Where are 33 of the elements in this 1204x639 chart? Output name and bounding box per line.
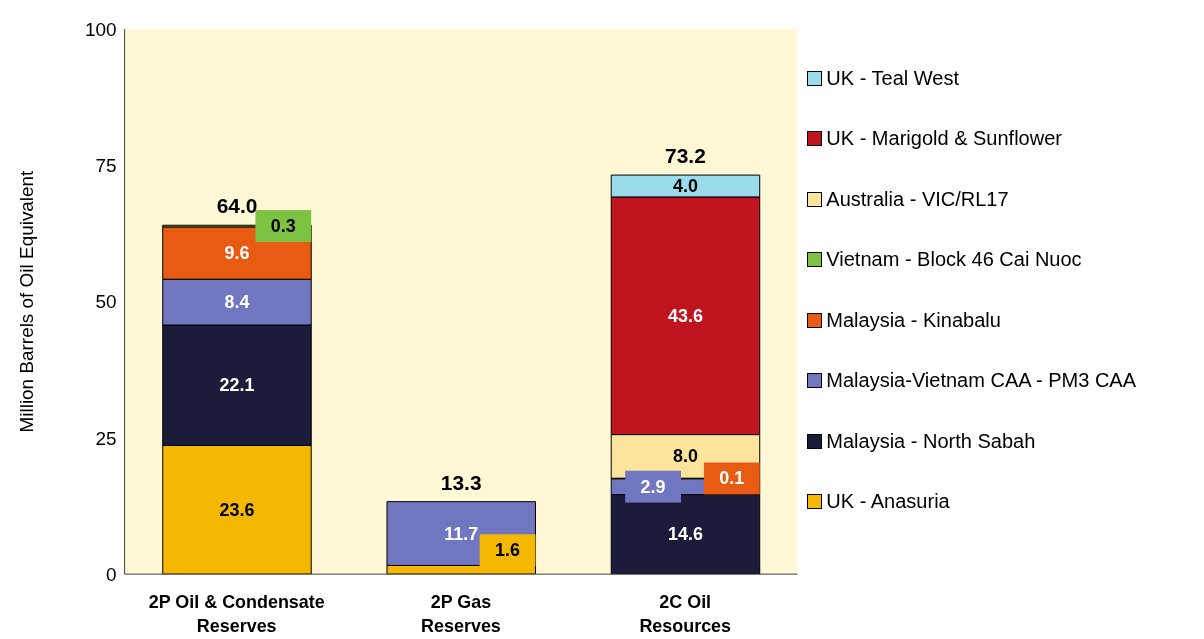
legend-label: Malaysia - Kinabalu xyxy=(826,308,1001,332)
data-label: 11.7 xyxy=(444,523,479,544)
data-label: 1.6 xyxy=(495,540,521,561)
x-tick-label: 2P Oil & Condensate Reserves xyxy=(148,592,325,636)
y-tick-label: 100 xyxy=(85,18,117,40)
x-tick-label: 2P Gas Reserves xyxy=(421,592,501,636)
data-label: 2.9 xyxy=(640,476,666,497)
x-tick-label: 2C Oil Resources xyxy=(639,592,732,636)
legend-label: UK - Teal West xyxy=(826,66,959,90)
legend-label: Vietnam - Block 46 Cai Nuoc xyxy=(826,248,1082,272)
y-tick-label: 25 xyxy=(95,427,117,449)
data-label: 43.6 xyxy=(668,305,703,326)
legend-label: Australia - VIC/RL17 xyxy=(826,187,1009,211)
data-label: 4.0 xyxy=(673,175,698,196)
data-label: 0.3 xyxy=(270,216,296,237)
data-label: 22.1 xyxy=(219,375,255,396)
legend-label: UK - Anasuria xyxy=(826,490,950,514)
total-label: 64.0 xyxy=(216,194,258,218)
y-tick-label: 75 xyxy=(95,154,117,176)
total-label: 73.2 xyxy=(665,144,706,168)
y-tick-label: 0 xyxy=(106,563,117,585)
y-tick-label: 50 xyxy=(95,291,117,313)
legend-label: Malaysia-Vietnam CAA - PM3 CAA xyxy=(826,369,1137,393)
data-label: 23.6 xyxy=(219,499,255,520)
data-label: 8.4 xyxy=(224,292,250,313)
data-label: 9.6 xyxy=(224,243,250,264)
data-label: 14.6 xyxy=(668,524,703,545)
data-label: 8.0 xyxy=(673,446,698,467)
legend-label: UK - Marigold & Sunflower xyxy=(826,127,1062,151)
y-axis-title: Million Barrels of Oil Equivalent xyxy=(15,169,37,433)
total-label: 13.3 xyxy=(440,470,482,494)
data-label: 0.1 xyxy=(719,468,745,489)
legend-label: Malaysia - North Sabah xyxy=(826,429,1036,453)
